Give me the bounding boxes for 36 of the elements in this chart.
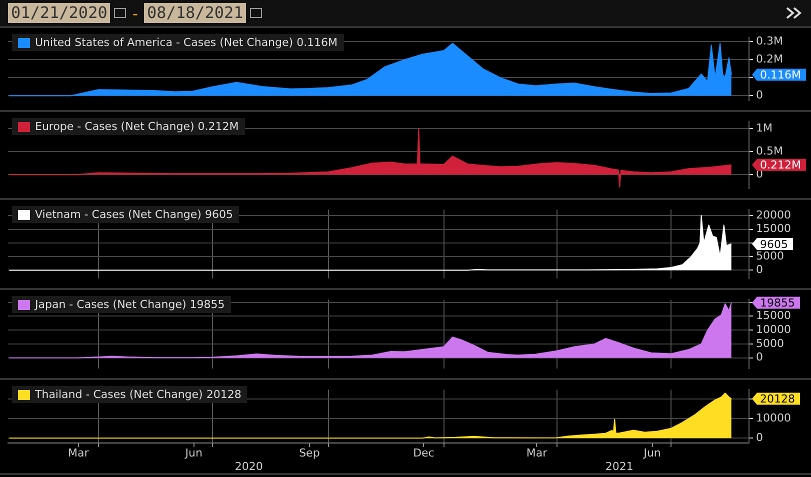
y-tick-label: 0 <box>756 88 763 102</box>
annotation: 19855 <box>760 296 795 310</box>
x-tick-label: Sep <box>299 446 320 460</box>
y-tick-label: 0.3M <box>756 34 783 48</box>
text: 2021 <box>605 460 634 473</box>
legend-label: Japan - Cases (Net Change) 19855 <box>35 298 225 311</box>
y-tick-label: 0 <box>756 263 763 276</box>
text: - <box>130 4 140 22</box>
x-tick-label: Mar <box>526 446 548 460</box>
y-tick-label: 5000 <box>756 249 784 262</box>
text: 01/21/2020 <box>8 3 110 23</box>
text: 2020 <box>234 460 263 473</box>
x-tick-label: Mar <box>68 446 90 460</box>
y-tick-label: 5000 <box>756 336 784 350</box>
x-tick-label: Jun <box>642 446 661 460</box>
y-tick-label: 10000 <box>756 411 791 424</box>
legend-label: Vietnam - Cases (Net Change) 9605 <box>35 208 233 221</box>
annotation: 9605 <box>760 238 788 251</box>
x-tick-label: Dec <box>413 446 434 460</box>
y-tick-label: 1M <box>756 121 772 134</box>
y-tick-label: 0.2M <box>756 52 783 66</box>
y-tick-label: 15000 <box>756 222 791 236</box>
y-tick-label: 20000 <box>756 208 791 222</box>
annotation: 20128 <box>760 392 795 406</box>
y-tick-label: 0.5M <box>756 144 783 158</box>
text: 08/18/2021 <box>144 3 246 23</box>
legend-label: United States of America - Cases (Net Change) 0.116M <box>35 36 338 49</box>
legend-label: Europe - Cases (Net Change) 0.212M <box>35 120 239 133</box>
annotation: 0.212M <box>760 158 801 172</box>
y-tick-label: 0 <box>756 430 763 444</box>
x-tick-label: Jun <box>184 446 202 460</box>
y-tick-label: 15000 <box>756 309 791 322</box>
y-tick-label: 10000 <box>756 322 791 336</box>
y-tick-label: 0 <box>756 350 763 364</box>
annotation: 0.116M <box>760 68 801 82</box>
legend-label: Thailand - Cases (Net Change) 20128 <box>35 388 242 401</box>
